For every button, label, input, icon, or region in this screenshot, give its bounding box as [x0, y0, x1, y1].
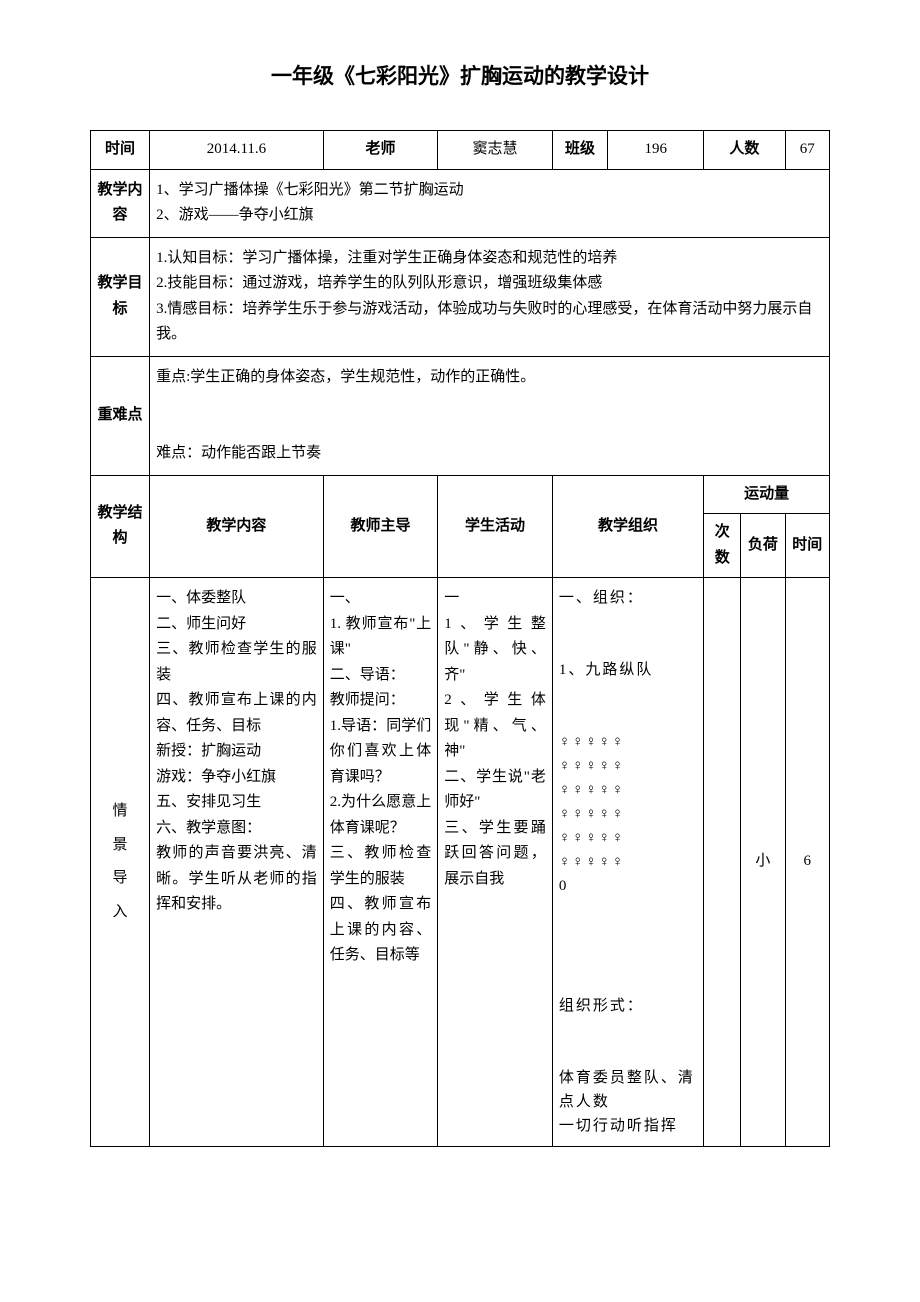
col-teacher: 教师主导	[323, 475, 438, 578]
keypoints-label: 重难点	[91, 356, 150, 475]
col-intensity: 负荷	[741, 514, 785, 578]
section-student: 一1、学生整队"静、快、齐"2、学生体现"精、气、神"二、学生说"老师好"三、学…	[438, 578, 553, 1147]
section-teacher: 一、1. 教师宣布"上课"二、导语：教师提问：1.导语：同学们你们喜欢上体育课吗…	[323, 578, 438, 1147]
section-structure: 情景导入	[91, 578, 150, 1147]
document-title: 一年级《七彩阳光》扩胸运动的教学设计	[90, 60, 830, 90]
count-label: 人数	[704, 131, 785, 170]
table-row: 情景导入 一、体委整队二、师生问好三、教师检查学生的服装四、教师宣布上课的内容、…	[91, 578, 830, 1147]
col-content: 教学内容	[150, 475, 324, 578]
col-load: 运动量	[704, 475, 830, 514]
class-label: 班级	[552, 131, 607, 170]
section-intensity: 小	[741, 578, 785, 1147]
col-times: 次数	[704, 514, 741, 578]
table-row: 教学结构 教学内容 教师主导 学生活动 教学组织 运动量	[91, 475, 830, 514]
goals-value: 1.认知目标：学习广播体操，注重对学生正确身体姿态和规范性的培养2.技能目标：通…	[150, 237, 830, 356]
class-value: 196	[608, 131, 704, 170]
table-row: 教学内容 1、学习广播体操《七彩阳光》第二节扩胸运动2、游戏——争夺小红旗	[91, 169, 830, 237]
goals-label: 教学目标	[91, 237, 150, 356]
table-row: 重难点 重点:学生正确的身体姿态，学生规范性，动作的正确性。难点：动作能否跟上节…	[91, 356, 830, 475]
teacher-value: 窦志慧	[438, 131, 553, 170]
col-student: 学生活动	[438, 475, 553, 578]
time-label: 时间	[91, 131, 150, 170]
section-org: 一、组织：1、九路纵队♀♀♀♀♀♀♀♀♀♀♀♀♀♀♀♀♀♀♀♀♀♀♀♀♀♀♀♀♀…	[552, 578, 703, 1147]
table-row: 时间 2014.11.6 老师 窦志慧 班级 196 人数 67	[91, 131, 830, 170]
content-value: 1、学习广播体操《七彩阳光》第二节扩胸运动2、游戏——争夺小红旗	[150, 169, 830, 237]
table-row: 教学目标 1.认知目标：学习广播体操，注重对学生正确身体姿态和规范性的培养2.技…	[91, 237, 830, 356]
col-structure: 教学结构	[91, 475, 150, 578]
time-value: 2014.11.6	[150, 131, 324, 170]
section-duration: 6	[785, 578, 829, 1147]
lesson-plan-table: 时间 2014.11.6 老师 窦志慧 班级 196 人数 67 教学内容 1、…	[90, 130, 830, 1147]
section-times	[704, 578, 741, 1147]
col-duration: 时间	[785, 514, 829, 578]
count-value: 67	[785, 131, 829, 170]
keypoints-value: 重点:学生正确的身体姿态，学生规范性，动作的正确性。难点：动作能否跟上节奏	[150, 356, 830, 475]
section-content: 一、体委整队二、师生问好三、教师检查学生的服装四、教师宣布上课的内容、任务、目标…	[150, 578, 324, 1147]
col-org: 教学组织	[552, 475, 703, 578]
teacher-label: 老师	[323, 131, 438, 170]
content-label: 教学内容	[91, 169, 150, 237]
